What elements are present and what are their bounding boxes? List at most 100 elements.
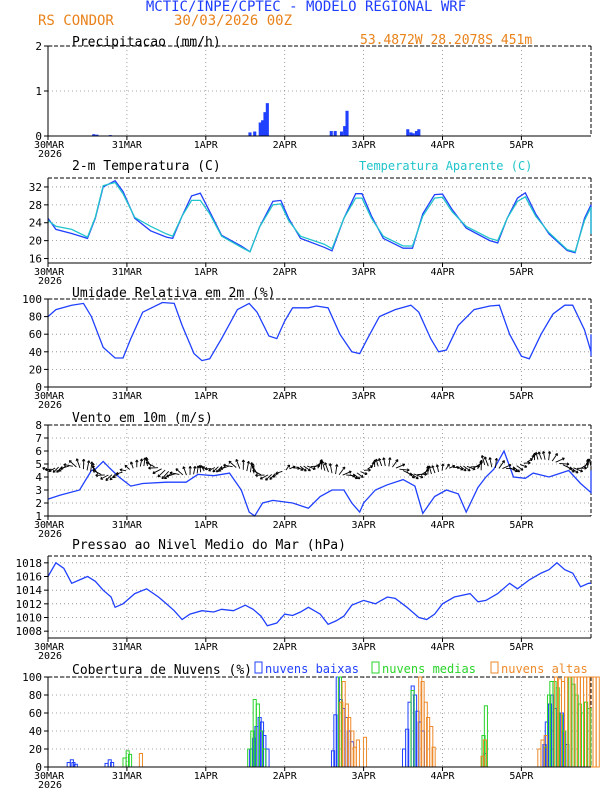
wind-arrow [92,469,102,475]
x-tick-label: 3APR [352,520,377,531]
y-tick-label: 24 [29,217,43,230]
wind-arrow [392,459,399,468]
x-tick-label: 3APR [352,771,377,782]
wind-arrow [489,457,493,468]
wind-arrow [208,467,216,472]
wind-arrow [378,458,383,467]
x-tick-label: 31MAR [112,140,143,151]
wind-arrow-head [467,468,471,472]
wind-arrow [166,473,176,478]
bar-precip [409,132,413,136]
x-tick-label: 30MAR [34,771,65,782]
wind-arrow-head [382,457,386,461]
bar-nuvens-medias [128,753,133,768]
y-tick-label: 1018 [16,557,43,570]
bar-nuvens-altas [362,736,368,768]
y-tick-label: 1014 [16,584,43,597]
wind-arrow [105,474,113,481]
x-tick-label: 31MAR [112,520,143,531]
wind-arrow [498,460,505,469]
wind-arrow-head [435,464,440,468]
wind-arrow-head [272,474,276,478]
wind-arrow [459,465,467,472]
wind-arrow-head [375,458,379,462]
wind-arrow [100,474,109,480]
bar-nuvens-altas [592,676,597,768]
y-tick-label: 20 [29,363,42,376]
wind-arrow [428,465,432,475]
y-tick-label: 0 [35,761,42,774]
wind-arrow [555,457,565,463]
wind-arrow [338,466,346,475]
wind-arrow [588,458,592,468]
wind-arrow [220,465,230,470]
y-tick-label: 1008 [16,625,43,638]
bar-precip [263,112,267,136]
panel-title: Cobertura de Nuvens (%) [72,663,252,678]
bar-precip [339,131,344,136]
series-temp-0 [47,179,592,254]
y-tick-label: 0 [35,381,42,394]
wind-arrow-head [580,469,584,473]
wind-arrow-head [220,466,224,470]
wind-arrow [329,463,333,474]
x-tick-label: 2APR [273,642,298,653]
x-tick-label: 2APR [273,771,298,782]
x-tick-label: 2APR [273,520,298,531]
wind-arrow [505,467,516,470]
wind-arrow-head [328,463,333,466]
wind-arrow [161,471,170,479]
wind-arrow [383,457,386,467]
wind-arrow-head [60,466,64,470]
x-tick-label: 3APR [352,267,377,278]
x-tick-label: 4APR [430,267,455,278]
wind-arrow [406,471,415,479]
wind-arrow [296,466,304,471]
wind-arrow [573,467,583,472]
wind-arrow-head [52,469,56,473]
wind-arrow [502,464,512,469]
bar-precip [253,131,257,136]
wind-arrow-head [265,477,269,481]
y-tick-label: 6 [35,445,42,458]
x-year-label: 2026 [38,780,62,791]
x-tick-label: 5APR [509,140,534,151]
x-tick-label: 1APR [194,642,219,653]
bar-precip [258,122,262,136]
wind-arrow-head [95,473,99,478]
wind-arrow-head [494,457,499,461]
y-tick-label: 5 [35,458,42,471]
wind-arrow [484,456,489,467]
wind-arrow-head [44,467,48,472]
wind-arrow [143,457,146,467]
wind-arrow [223,464,233,468]
wind-arrow [175,468,184,476]
y-tick-label: 80 [29,689,42,702]
y-tick-label: 1 [35,85,42,98]
wind-arrow [481,455,486,466]
bar-nuvens-altas [420,681,425,768]
bar-nuvens-altas [570,676,575,768]
wind-arrow [548,451,551,461]
legend-nuvens-baixas: nuvens baixas [265,662,359,676]
wind-arrow [538,451,542,460]
x-tick-label: 1APR [194,267,219,278]
wind-arrow-head [480,455,485,458]
wind-arrow-head [354,476,358,480]
wind-arrow [139,458,143,467]
wind-arrow [269,473,276,480]
wind-arrow [265,474,272,481]
wind-arrow [86,460,90,471]
y-tick-label: 100 [22,671,42,684]
wind-arrow-head [501,460,505,464]
wind-arrow-head [91,462,95,466]
x-tick-label: 31MAR [112,391,143,402]
series-wind-0 [47,449,592,517]
legend-swatch [254,661,263,674]
wind-arrow-head [527,461,531,465]
wind-arrow-head [139,458,144,462]
wind-arrow [299,465,307,472]
wind-arrow [449,465,456,469]
